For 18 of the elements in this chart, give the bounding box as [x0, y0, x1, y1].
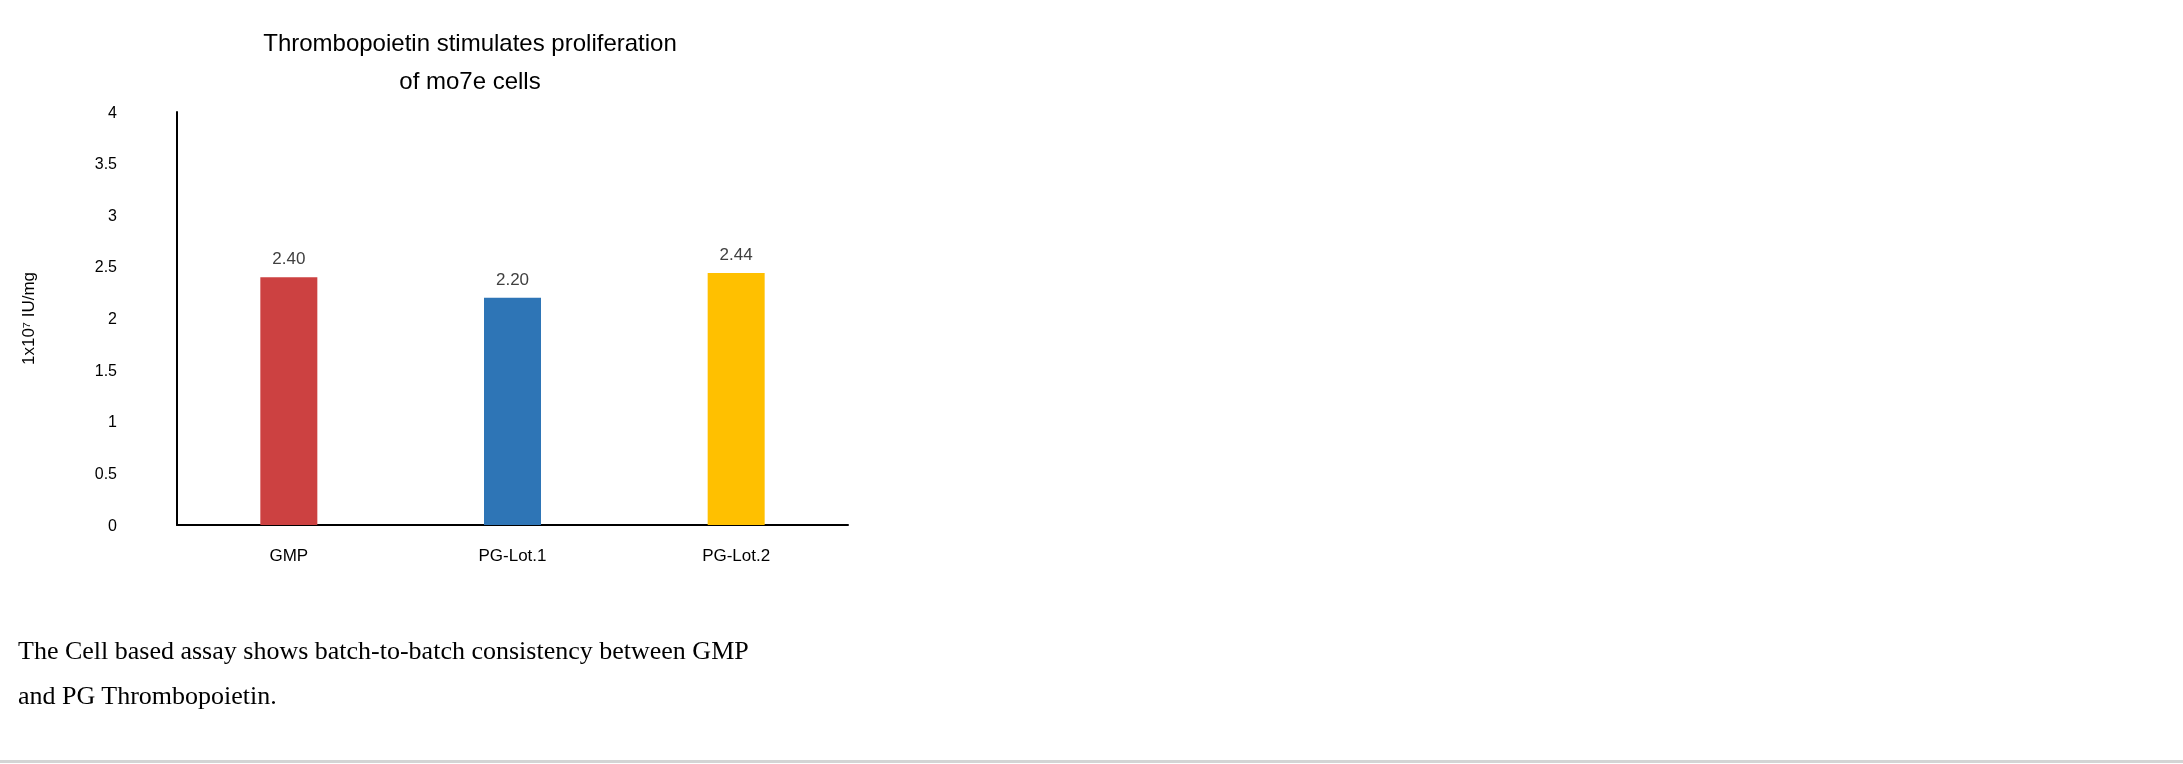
x-tick-label: PG-Lot.2: [702, 546, 771, 565]
y-tick-label: 2: [108, 310, 118, 327]
y-tick-label: 4: [108, 103, 118, 121]
x-tick-label: PG-Lot.1: [478, 546, 547, 565]
text: The Cell based assay shows batch-to-batch consistency between GMP and PG Thrombopoietin.: [18, 635, 749, 712]
y-tick-label: 2.5: [94, 258, 118, 276]
y-tick-label: 1.5: [94, 361, 118, 379]
y-tick-label: 0: [108, 516, 118, 534]
chart-title: Thrombopoietin stimulates proliferation of mo7e cells: [263, 28, 677, 94]
y-tick-label: 3.5: [94, 155, 118, 173]
data-label: 2.40: [272, 249, 306, 269]
x-tick-label: GMP: [269, 546, 309, 565]
data-label: 2.44: [719, 245, 753, 265]
data-label: 2.20: [495, 269, 530, 289]
y-tick-label: 1: [108, 413, 118, 431]
y-tick-label: 3: [108, 206, 118, 224]
y-axis-title: 1x10⁷ IU/mg: [19, 271, 38, 366]
y-tick-label: 0.5: [94, 464, 118, 482]
